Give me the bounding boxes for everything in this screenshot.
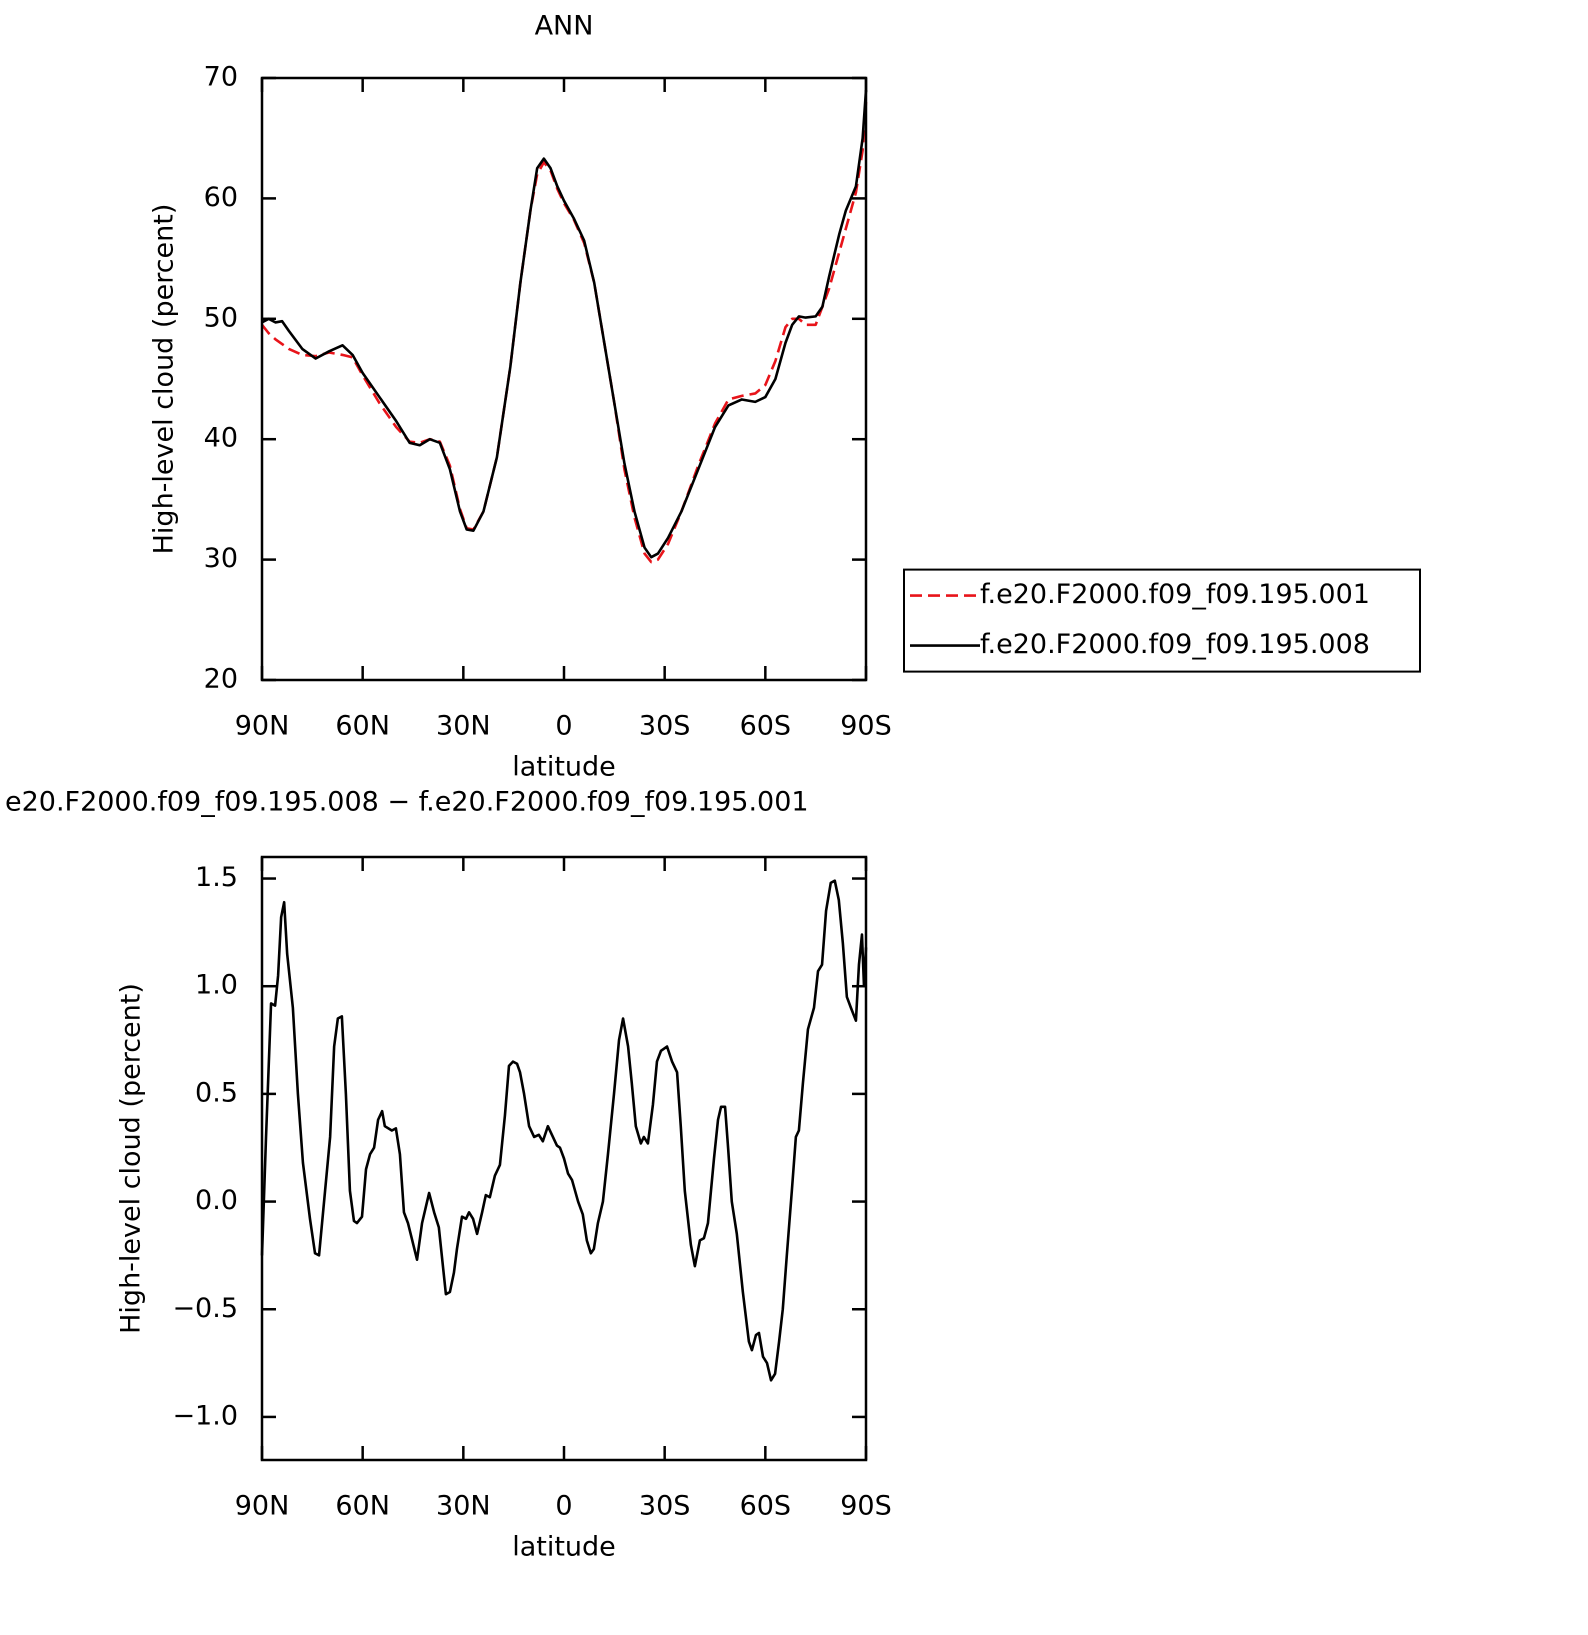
x-tick-label: 60S	[740, 711, 792, 742]
x-tick-label: 30S	[639, 711, 691, 742]
legend-box	[903, 568, 1421, 673]
plot: e20.F2000.f09_f09.195.008 − f.e20.F2000.…	[5, 787, 892, 1563]
chart-title: e20.F2000.f09_f09.195.008 − f.e20.F2000.…	[5, 787, 809, 818]
x-tick-label: 90S	[840, 711, 892, 742]
x-tick-label: 0	[555, 1491, 572, 1522]
x-tick-label: 0	[555, 711, 572, 742]
y-axis-label: High-level cloud (percent)	[116, 983, 147, 1334]
y-tick-label: 30	[204, 543, 238, 574]
plot: ANN 20 30 40 50 60 70 90N 60N 30N 0 30S 60S 90S latitu…	[149, 11, 1421, 783]
y-tick-label: 1.0	[195, 970, 238, 1001]
y-tick-label: −0.5	[172, 1293, 238, 1324]
y-tick-label: 20	[204, 664, 238, 695]
data-line	[260, 101, 868, 564]
x-tick-label: 30S	[639, 1491, 691, 1522]
y-axis-label: High-level cloud (percent)	[149, 204, 180, 555]
legend-label: f.e20.F2000.f09_f09.195.001	[980, 579, 1370, 610]
x-tick-label: 30N	[436, 711, 491, 742]
x-tick-label: 90N	[235, 711, 290, 742]
y-tick-label: −1.0	[172, 1400, 238, 1431]
x-tick-label: 90N	[235, 1491, 290, 1522]
x-tick-label: 60N	[335, 1491, 390, 1522]
data-line	[260, 879, 868, 1382]
x-axis-label: latitude	[512, 752, 616, 783]
y-tick-label: 1.5	[195, 862, 238, 893]
y-tick-label: 0.0	[195, 1185, 238, 1216]
y-tick-label: 50	[204, 302, 238, 333]
x-axis-label: latitude	[512, 1532, 616, 1563]
y-tick-label: 60	[204, 182, 238, 213]
y-tick-label: 0.5	[195, 1077, 238, 1108]
chart-title: ANN	[535, 11, 594, 42]
x-tick-label: 30N	[436, 1491, 491, 1522]
y-tick-label: 40	[204, 423, 238, 454]
legend-label: f.e20.F2000.f09_f09.195.008	[980, 629, 1370, 660]
x-tick-label: 60S	[740, 1491, 792, 1522]
x-tick-label: 60N	[335, 711, 390, 742]
y-tick-label: 70	[204, 62, 238, 93]
data-line	[261, 89, 868, 559]
x-tick-label: 90S	[840, 1491, 892, 1522]
